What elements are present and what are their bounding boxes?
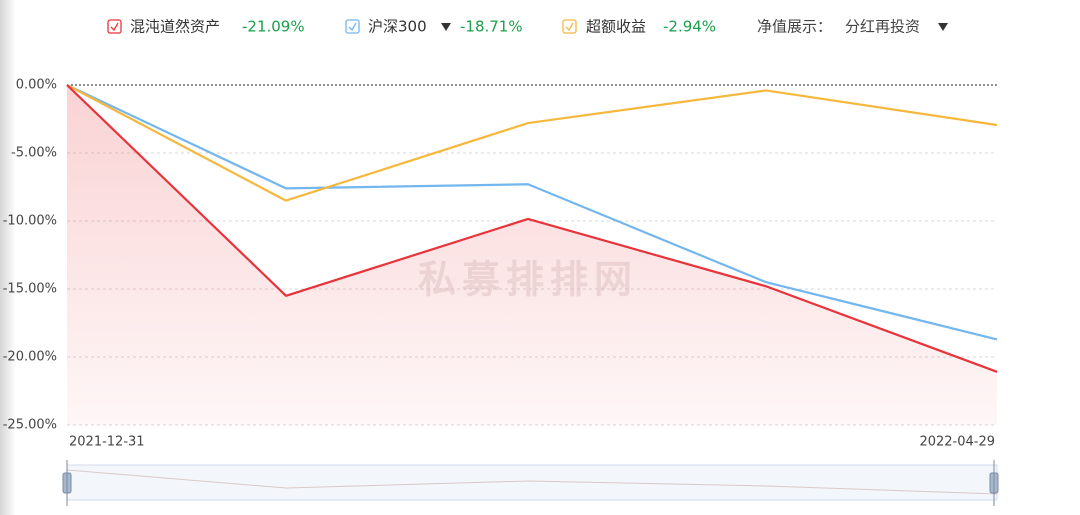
line — [66, 84, 998, 202]
legend-checkbox[interactable] — [107, 19, 122, 34]
x-tick-label: 2022-04-29 — [919, 435, 995, 450]
y-tick-label: 0.00% — [16, 78, 57, 93]
area — [67, 85, 997, 425]
display-mode-value[interactable]: 分红再投资 — [845, 18, 920, 36]
legend-check — [348, 22, 357, 32]
display-mode-label: 净值展示： — [757, 18, 832, 36]
dropdown-arrow[interactable] — [441, 23, 451, 31]
legend-label[interactable]: 超额收益 — [586, 18, 646, 36]
legend-return: -18.71% — [460, 18, 523, 36]
dropdown-arrow[interactable] — [938, 23, 948, 31]
line — [66, 84, 998, 373]
legend-return: -21.09% — [242, 18, 305, 36]
legend-check — [565, 22, 574, 32]
legend-check — [110, 22, 119, 32]
y-tick-label: -15.00% — [3, 282, 57, 297]
legend-return: -2.94% — [663, 18, 716, 36]
edge-shadow — [0, 0, 16, 515]
y-tick-label: -20.00% — [3, 350, 57, 365]
y-tick-label: -5.00% — [11, 146, 57, 161]
legend-label[interactable]: 混沌道然资产 — [130, 18, 220, 36]
line — [66, 84, 998, 341]
data-zoom[interactable] — [62, 460, 999, 506]
x-tick-label: 2021-12-31 — [69, 435, 145, 450]
zoom-track — [66, 464, 998, 501]
y-tick-label: -25.00% — [3, 418, 57, 433]
zoom-preview — [66, 469, 998, 495]
legend-checkbox[interactable] — [562, 19, 577, 34]
legend-checkbox[interactable] — [345, 19, 360, 34]
legend-label[interactable]: 沪深300 — [368, 18, 427, 36]
y-tick-label: -10.00% — [3, 214, 57, 229]
